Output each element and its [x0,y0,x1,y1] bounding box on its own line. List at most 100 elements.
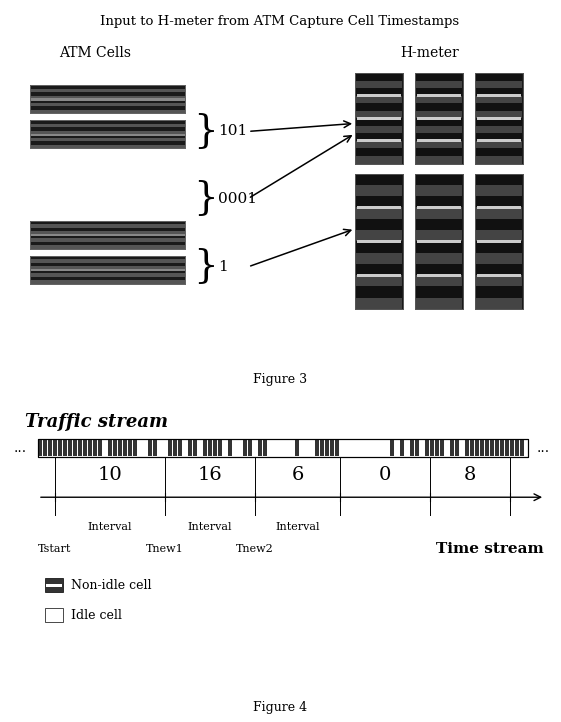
Bar [495,440,499,456]
Bar [440,440,444,456]
Bar [30,121,185,149]
Bar [475,73,523,164]
Bar [356,173,402,185]
Bar [476,287,522,297]
Bar [416,156,462,164]
Text: Idle cell: Idle cell [71,609,122,622]
Bar [356,230,402,241]
Bar [416,88,462,96]
Bar [477,240,521,243]
Bar [30,134,185,138]
Bar [30,235,185,238]
Text: Non-idle cell: Non-idle cell [71,578,151,591]
Bar [188,440,192,456]
Bar [30,121,185,124]
Bar [476,230,522,241]
Bar [30,242,185,245]
Bar [30,100,185,103]
Bar [30,277,185,280]
Bar [123,440,127,456]
Bar [357,139,401,142]
Bar [218,440,223,456]
Bar [355,73,403,164]
Bar [520,440,525,456]
Bar [416,134,462,141]
Bar [425,440,430,456]
Bar [476,111,522,118]
Bar [416,230,462,241]
Bar [416,141,462,149]
Bar [477,139,521,142]
Bar [30,263,185,266]
Bar [357,274,401,277]
Bar [335,440,339,456]
Bar [30,280,185,284]
Bar [315,440,320,456]
Text: ATM Cells: ATM Cells [59,46,131,60]
Text: 1: 1 [218,260,228,274]
Bar [258,440,263,456]
Bar [63,440,67,456]
Bar [30,274,185,277]
Bar [108,440,113,456]
Bar [410,440,415,456]
Bar [48,440,53,456]
Bar [356,126,402,134]
Bar [30,245,185,249]
Text: ...: ... [13,441,26,456]
Bar [476,103,522,111]
Bar [475,173,523,309]
Bar [416,111,462,118]
Bar [30,145,185,149]
Bar [30,142,185,145]
Bar [476,156,522,164]
Bar [30,269,185,271]
Text: Interval: Interval [275,522,320,532]
Text: Tnew1: Tnew1 [146,544,184,554]
Bar [416,287,462,297]
Bar [415,73,463,164]
Bar [30,227,185,231]
Bar [417,117,461,120]
Bar [477,274,521,277]
Bar [435,440,439,456]
Bar [477,95,521,97]
Bar [476,297,522,309]
Bar [83,440,88,456]
Bar [416,253,462,264]
Bar [118,440,122,456]
Bar [133,440,137,456]
Bar [203,440,208,456]
Text: 0001: 0001 [218,191,257,206]
Bar [356,253,402,264]
Text: ...: ... [536,441,550,456]
Bar [30,96,185,100]
Bar [357,240,401,243]
Bar [356,297,402,309]
Text: 8: 8 [464,466,476,484]
Bar [148,440,153,456]
Text: 101: 101 [218,124,247,139]
Text: Input to H-meter from ATM Capture Cell Timestamps: Input to H-meter from ATM Capture Cell T… [100,15,459,28]
Bar [476,134,522,141]
Bar [30,266,185,270]
Bar [30,103,185,106]
Bar [30,221,185,249]
Bar [113,440,117,456]
Bar [416,73,462,81]
Bar [30,256,185,259]
Text: }: } [193,113,218,150]
Bar [30,121,185,149]
Bar [355,173,403,309]
Bar [416,103,462,111]
Bar [356,103,402,111]
Text: Figure 4: Figure 4 [253,700,307,713]
Bar [475,73,523,164]
Bar [510,440,514,456]
Bar [356,287,402,297]
Bar [356,73,402,81]
Bar [476,275,522,287]
Bar [46,584,62,586]
Bar [228,440,232,456]
Bar [416,207,462,219]
